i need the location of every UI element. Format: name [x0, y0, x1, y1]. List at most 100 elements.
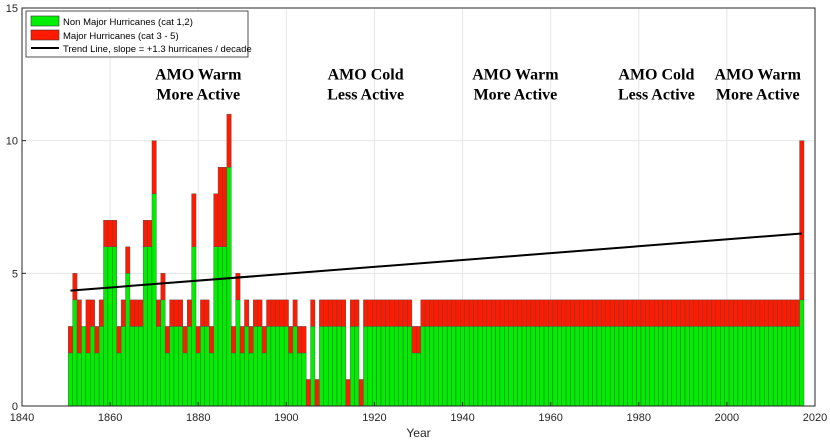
- bar-major-1899: [279, 299, 285, 327]
- bar-major-1994: [698, 299, 703, 327]
- bar-non-major-2006: [750, 326, 756, 407]
- bar-major-1934: [433, 299, 439, 327]
- y-tick-label-10: 10: [6, 136, 18, 148]
- bar-non-major-1936: [442, 326, 448, 407]
- bar-major-1956: [530, 299, 536, 327]
- bar-non-major-1896: [266, 326, 272, 407]
- bar-non-major-1951: [508, 326, 514, 407]
- bar-major-1991: [684, 299, 690, 327]
- bar-major-1921: [376, 299, 382, 327]
- bar-non-major-1921: [376, 326, 382, 407]
- bar-major-1966: [574, 299, 580, 327]
- bar-major-1918: [363, 299, 369, 327]
- bar-major-1984: [653, 299, 659, 327]
- bar-non-major-1874: [169, 326, 175, 407]
- bar-non-major-1929: [411, 352, 417, 407]
- bar-major-1960: [548, 299, 554, 327]
- bar-major-1967: [579, 299, 584, 327]
- bar-non-major-1851: [68, 352, 73, 407]
- legend: Non Major Hurricanes (cat 1,2) Major Hur…: [25, 10, 252, 58]
- bar-major-1970: [592, 299, 598, 327]
- bar-major-1993: [693, 299, 699, 327]
- bar-non-major-1973: [605, 326, 611, 407]
- bar-non-major-1988: [671, 326, 677, 407]
- bar-major-2001: [728, 299, 734, 327]
- bar-major-1892: [248, 326, 254, 354]
- trend-line: [70, 232, 802, 292]
- bar-major-1897: [270, 299, 276, 327]
- bar-non-major-1968: [583, 326, 589, 407]
- legend-swatch-major: [30, 29, 60, 41]
- bar-major-1941: [464, 299, 470, 327]
- bar-non-major-1872: [160, 299, 166, 407]
- bar-non-major-1870: [151, 193, 157, 407]
- bar-major-1871: [156, 299, 161, 327]
- bar-major-1998: [715, 299, 721, 327]
- bar-major-1965: [570, 299, 576, 327]
- bar-major-1971: [596, 299, 602, 327]
- bar-major-1987: [667, 299, 673, 327]
- bar-major-1866: [134, 299, 139, 327]
- bar-non-major-1876: [178, 326, 184, 407]
- bar-non-major-1882: [204, 326, 210, 407]
- bar-major-1898: [275, 299, 280, 327]
- bar-non-major-1982: [645, 326, 650, 407]
- bar-major-1932: [424, 299, 430, 327]
- bar-non-major-1991: [684, 326, 690, 407]
- bar-major-1978: [627, 299, 633, 327]
- bar-major-1885: [217, 166, 223, 247]
- bar-non-major-1856: [90, 326, 95, 407]
- bar-major-1905: [305, 379, 311, 407]
- bar-non-major-1934: [433, 326, 439, 407]
- bar-major-1875: [173, 299, 179, 327]
- bar-major-1985: [658, 299, 664, 327]
- bar-major-1869: [147, 220, 153, 247]
- bar-non-major-1881: [200, 326, 206, 407]
- bar-non-major-1900: [283, 326, 289, 407]
- bar-major-1951: [508, 299, 514, 327]
- x-tick-label-1920: 1920: [362, 412, 386, 424]
- bar-major-1911: [332, 299, 338, 327]
- bar-non-major-1912: [336, 326, 342, 407]
- bar-non-major-1941: [464, 326, 470, 407]
- x-tick-label-2020: 2020: [803, 412, 827, 424]
- bar-non-major-1981: [640, 326, 646, 407]
- bar-non-major-1868: [142, 246, 148, 407]
- bar-non-major-1925: [394, 326, 399, 407]
- x-axis-label: Year: [406, 426, 430, 440]
- bar-major-2017: [799, 140, 805, 301]
- bar-major-1907: [314, 379, 320, 407]
- bar-non-major-1895: [261, 352, 267, 407]
- bar-non-major-1930: [416, 352, 421, 407]
- bar-non-major-1888: [231, 352, 236, 407]
- bar-major-1927: [402, 299, 408, 327]
- bar-non-major-1943: [473, 326, 479, 407]
- bar-non-major-2005: [746, 326, 752, 407]
- legend-label-major: Major Hurricanes (cat 3 - 5): [63, 31, 179, 42]
- bar-major-1883: [209, 326, 214, 354]
- x-tick-label-1880: 1880: [186, 412, 210, 424]
- bar-major-1995: [702, 299, 708, 327]
- bar-major-1961: [552, 299, 558, 327]
- bar-major-1968: [583, 299, 589, 327]
- bar-non-major-1984: [653, 326, 659, 407]
- bar-non-major-1947: [490, 326, 496, 407]
- bar-major-1926: [398, 299, 404, 327]
- bar-major-2005: [746, 299, 752, 327]
- bar-non-major-2008: [759, 326, 765, 407]
- bar-major-1853: [76, 299, 82, 354]
- bar-non-major-1938: [451, 326, 457, 407]
- bar-non-major-1953: [517, 326, 523, 407]
- bar-non-major-1885: [217, 246, 223, 407]
- bar-non-major-1958: [539, 326, 545, 407]
- axes: [21, 7, 816, 407]
- bar-major-1936: [442, 299, 448, 327]
- bar-major-1901: [288, 326, 294, 354]
- bar-non-major-1909: [323, 326, 329, 407]
- bar-non-major-1860: [107, 246, 113, 407]
- bar-major-1880: [195, 326, 201, 354]
- bar-non-major-1891: [244, 326, 250, 407]
- bar-major-1938: [451, 299, 457, 327]
- bar-major-1996: [706, 299, 712, 327]
- bar-non-major-1955: [526, 326, 532, 407]
